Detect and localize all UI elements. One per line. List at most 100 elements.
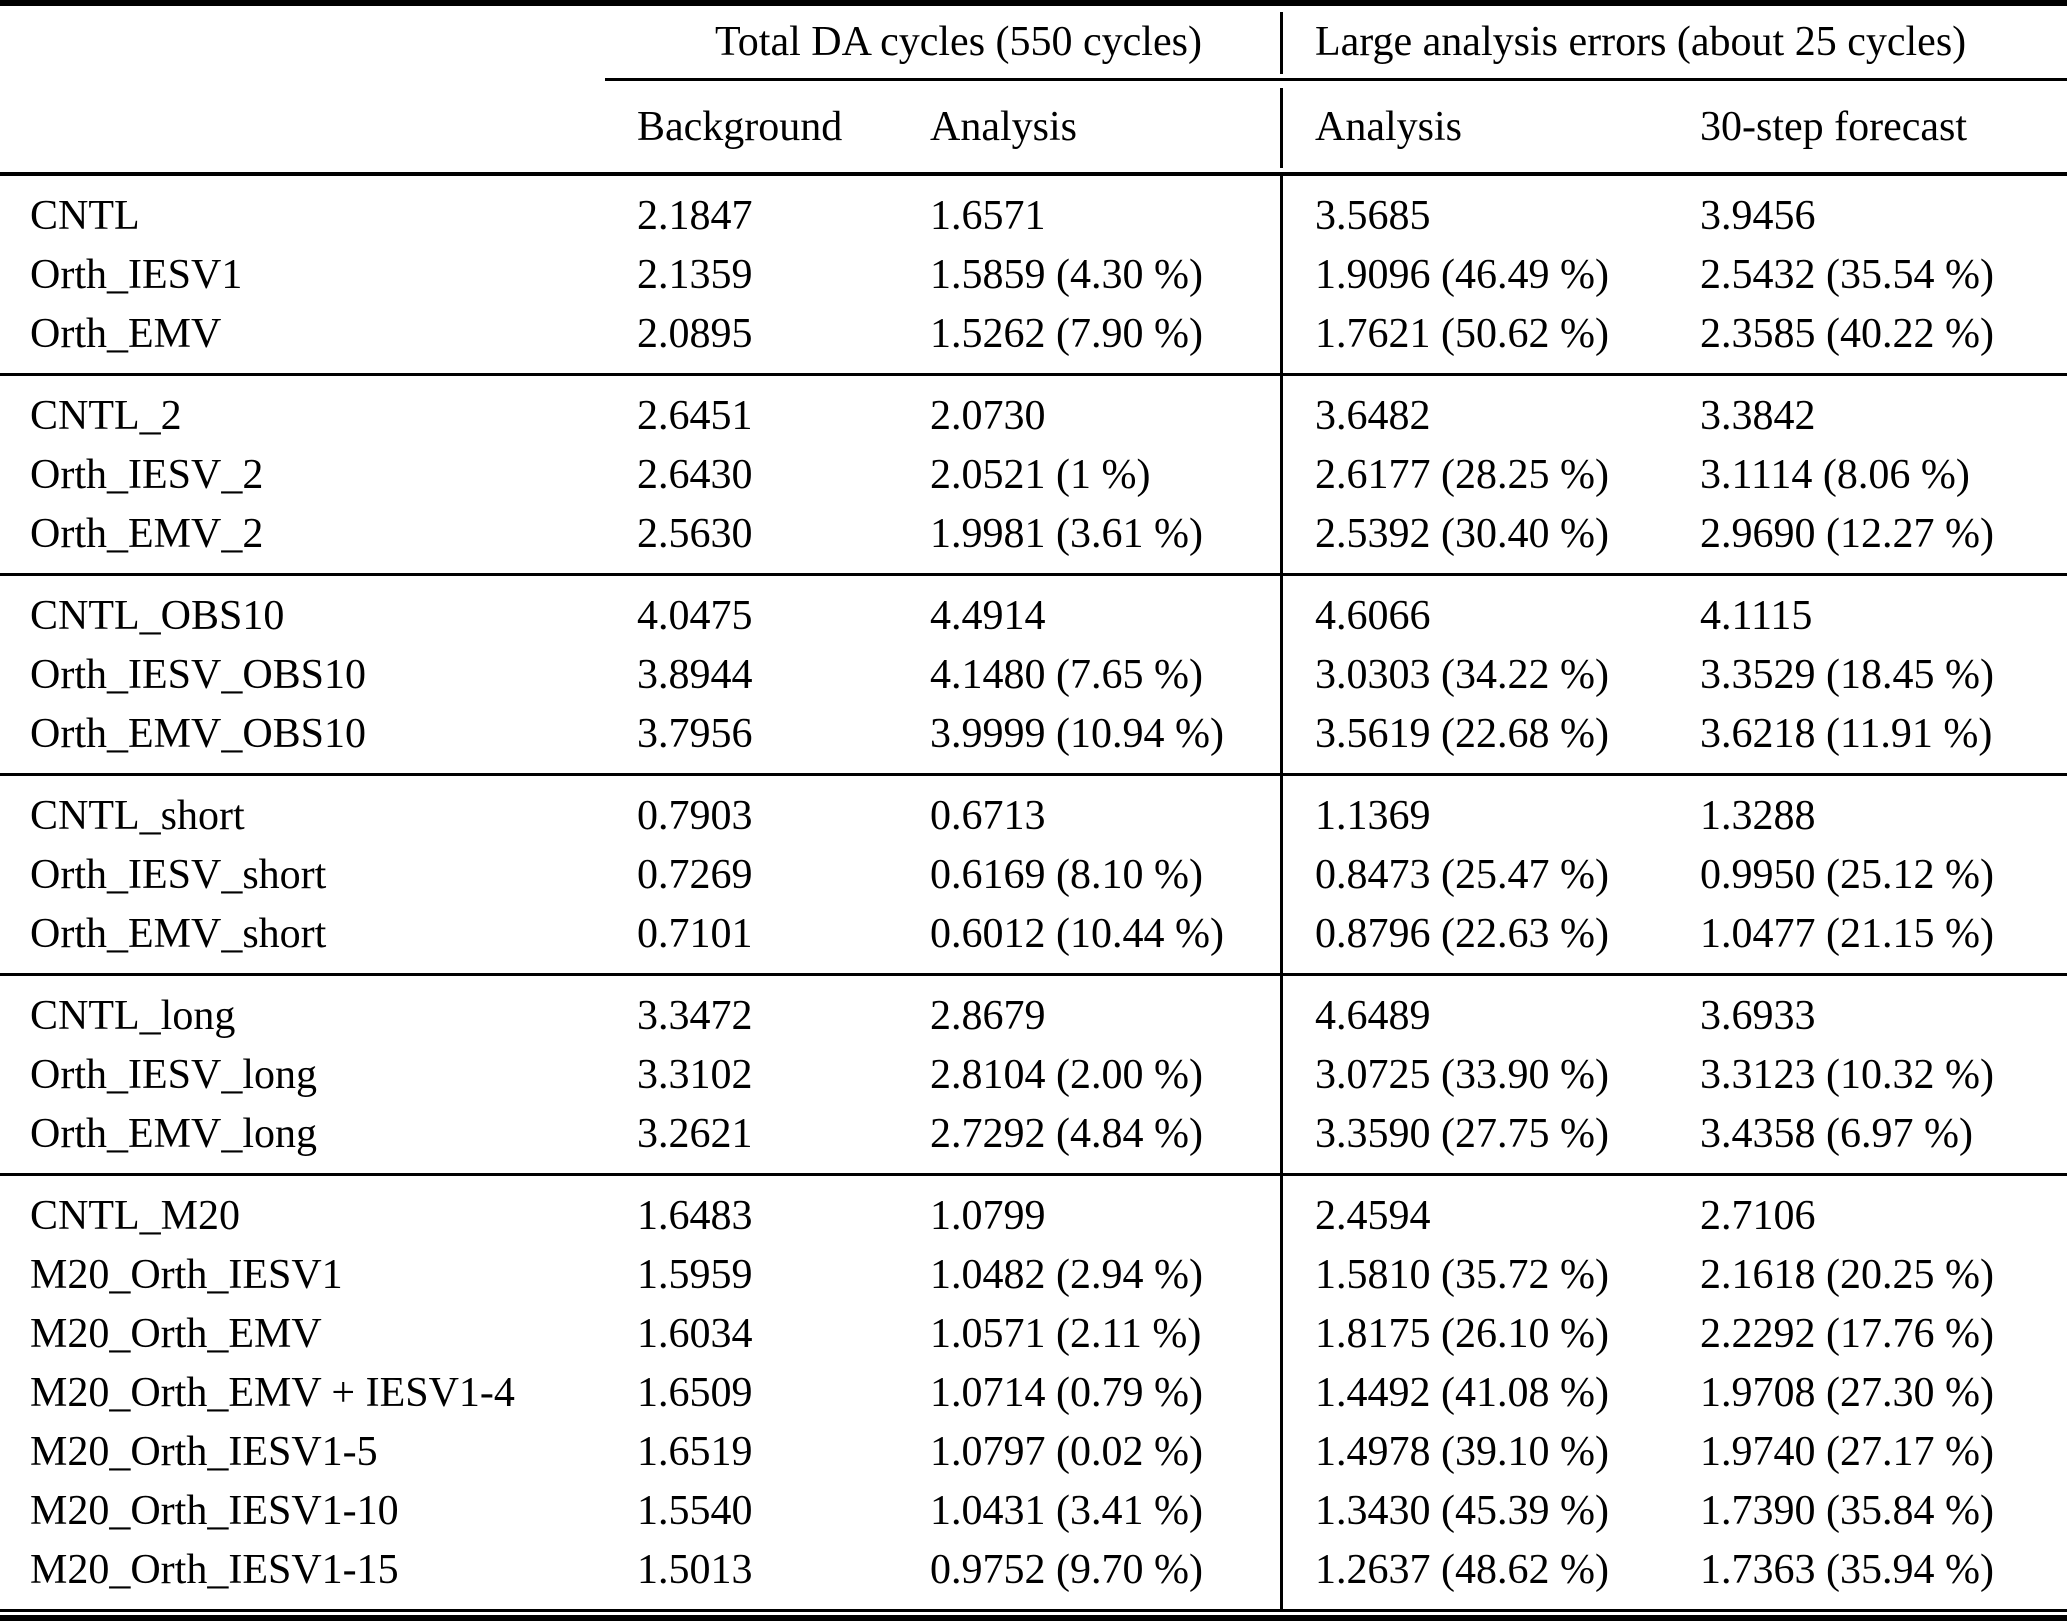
background-value: 0.7269 <box>637 851 753 898</box>
forecast-value: 0.9950 (25.12 %) <box>1700 851 1994 898</box>
forecast-value: 1.9740 (27.17 %) <box>1700 1428 1994 1475</box>
background-value: 2.6451 <box>637 392 753 439</box>
background-value: 0.7101 <box>637 910 753 957</box>
forecast-value: 3.6218 (11.91 %) <box>1700 710 1993 757</box>
forecast-value: 2.3585 (40.22 %) <box>1700 310 1994 357</box>
experiment-name: Orth_EMV_short <box>30 910 327 957</box>
analysis-value: 4.1480 (7.65 %) <box>930 651 1203 698</box>
analysis-value: 1.6571 <box>930 192 1046 239</box>
table-row: CNTL 2.1847 1.6571 3.5685 3.9456 <box>0 186 2067 245</box>
background-value: 2.6430 <box>637 451 753 498</box>
column-header-30-step-forecast: 30-step forecast <box>1700 103 1968 150</box>
column-header-row: Background Analysis Analysis 30-step for… <box>0 81 2067 176</box>
experiment-name: M20_Orth_EMV + IESV1-4 <box>30 1369 515 1416</box>
table-row: M20_Orth_IESV1-15 1.5013 0.9752 (9.70 %)… <box>0 1540 2067 1599</box>
background-value: 2.1359 <box>637 251 753 298</box>
table-row: CNTL_M20 1.6483 1.0799 2.4594 2.7106 <box>0 1186 2067 1245</box>
analysis-value: 1.5859 (4.30 %) <box>930 251 1203 298</box>
table-row: CNTL_OBS10 4.0475 4.4914 4.6066 4.1115 <box>0 586 2067 645</box>
forecast-value: 2.2292 (17.76 %) <box>1700 1310 1994 1357</box>
large-analysis-value: 1.7621 (50.62 %) <box>1315 310 1609 357</box>
large-analysis-value: 3.5685 <box>1315 192 1431 239</box>
experiment-name: CNTL <box>30 192 140 239</box>
large-analysis-value: 0.8473 (25.47 %) <box>1315 851 1609 898</box>
experiment-group-short: CNTL_short 0.7903 0.6713 1.1369 1.3288 O… <box>0 773 2067 973</box>
analysis-value: 1.0714 (0.79 %) <box>930 1369 1203 1416</box>
large-analysis-value: 1.5810 (35.72 %) <box>1315 1251 1609 1298</box>
experiment-name: M20_Orth_IESV1-15 <box>30 1546 399 1593</box>
forecast-value: 1.3288 <box>1700 792 1816 839</box>
background-value: 2.1847 <box>637 192 753 239</box>
large-analysis-value: 1.4978 (39.10 %) <box>1315 1428 1609 1475</box>
background-value: 3.2621 <box>637 1110 753 1157</box>
forecast-value: 1.7363 (35.94 %) <box>1700 1546 1994 1593</box>
experiment-name: CNTL_2 <box>30 392 182 439</box>
background-value: 1.5013 <box>637 1546 753 1593</box>
large-analysis-value: 2.4594 <box>1315 1192 1431 1239</box>
background-value: 0.7903 <box>637 792 753 839</box>
forecast-value: 2.9690 (12.27 %) <box>1700 510 1994 557</box>
forecast-value: 2.7106 <box>1700 1192 1816 1239</box>
group-header-underline-rule <box>605 78 2067 81</box>
forecast-value: 3.3123 (10.32 %) <box>1700 1051 1994 1098</box>
large-analysis-value: 1.8175 (26.10 %) <box>1315 1310 1609 1357</box>
large-analysis-value: 4.6066 <box>1315 592 1431 639</box>
table-row: Orth_IESV_long 3.3102 2.8104 (2.00 %) 3.… <box>0 1045 2067 1104</box>
experiment-name: Orth_IESV_OBS10 <box>30 651 367 698</box>
top-rule <box>0 0 2067 6</box>
experiment-name: CNTL_short <box>30 792 245 839</box>
large-analysis-value: 2.5392 (30.40 %) <box>1315 510 1609 557</box>
table-row: Orth_IESV_2 2.6430 2.0521 (1 %) 2.6177 (… <box>0 445 2067 504</box>
analysis-value: 2.8104 (2.00 %) <box>930 1051 1203 1098</box>
background-value: 3.8944 <box>637 651 753 698</box>
bottom-rule-gap <box>0 1612 2067 1615</box>
background-value: 2.5630 <box>637 510 753 557</box>
experiment-name: M20_Orth_IESV1-10 <box>30 1487 399 1534</box>
background-value: 1.6509 <box>637 1369 753 1416</box>
table-row: M20_Orth_EMV 1.6034 1.0571 (2.11 %) 1.81… <box>0 1304 2067 1363</box>
column-group-header-row: Total DA cycles (550 cycles) Large analy… <box>0 6 2067 78</box>
background-value: 3.3102 <box>637 1051 753 1098</box>
experiment-name: Orth_IESV_short <box>30 851 327 898</box>
analysis-value: 1.0799 <box>930 1192 1046 1239</box>
analysis-value: 2.7292 (4.84 %) <box>930 1110 1203 1157</box>
large-analysis-value: 2.6177 (28.25 %) <box>1315 451 1609 498</box>
experiment-name: Orth_IESV_long <box>30 1051 317 1098</box>
column-header-analysis-large: Analysis <box>1315 103 1462 150</box>
large-analysis-value: 1.2637 (48.62 %) <box>1315 1546 1609 1593</box>
forecast-value: 1.7390 (35.84 %) <box>1700 1487 1994 1534</box>
forecast-value: 2.1618 (20.25 %) <box>1700 1251 1994 1298</box>
table-row: Orth_EMV 2.0895 1.5262 (7.90 %) 1.7621 (… <box>0 304 2067 363</box>
experiment-group-m20: CNTL_M20 1.6483 1.0799 2.4594 2.7106 M20… <box>0 1173 2067 1609</box>
table-row: M20_Orth_EMV + IESV1-4 1.6509 1.0714 (0.… <box>0 1363 2067 1422</box>
analysis-value: 0.6169 (8.10 %) <box>930 851 1203 898</box>
analysis-value: 3.9999 (10.94 %) <box>930 710 1224 757</box>
experiment-name: Orth_IESV_2 <box>30 451 264 498</box>
analysis-value: 1.0431 (3.41 %) <box>930 1487 1203 1534</box>
large-analysis-value: 1.3430 (45.39 %) <box>1315 1487 1609 1534</box>
table-row: M20_Orth_IESV1 1.5959 1.0482 (2.94 %) 1.… <box>0 1245 2067 1304</box>
table-row: M20_Orth_IESV1-10 1.5540 1.0431 (3.41 %)… <box>0 1481 2067 1540</box>
table-row: Orth_EMV_long 3.2621 2.7292 (4.84 %) 3.3… <box>0 1104 2067 1163</box>
column-separator-line <box>1280 176 1283 1609</box>
column-separator-line <box>1280 12 1283 74</box>
forecast-value: 3.4358 (6.97 %) <box>1700 1110 1973 1157</box>
large-analysis-value: 1.9096 (46.49 %) <box>1315 251 1609 298</box>
table-row: M20_Orth_IESV1-5 1.6519 1.0797 (0.02 %) … <box>0 1422 2067 1481</box>
large-analysis-value: 1.1369 <box>1315 792 1431 839</box>
forecast-value: 3.3842 <box>1700 392 1816 439</box>
background-value: 1.5540 <box>637 1487 753 1534</box>
experiment-group-base: CNTL 2.1847 1.6571 3.5685 3.9456 Orth_IE… <box>0 176 2067 373</box>
experiment-name: CNTL_long <box>30 992 236 1039</box>
forecast-value: 3.3529 (18.45 %) <box>1700 651 1994 698</box>
experiment-name: CNTL_M20 <box>30 1192 240 1239</box>
background-value: 1.6034 <box>637 1310 753 1357</box>
forecast-value: 1.9708 (27.30 %) <box>1700 1369 1994 1416</box>
analysis-value: 1.5262 (7.90 %) <box>930 310 1203 357</box>
forecast-value: 3.9456 <box>1700 192 1816 239</box>
large-analysis-value: 4.6489 <box>1315 992 1431 1039</box>
background-value: 3.7956 <box>637 710 753 757</box>
background-value: 1.6519 <box>637 1428 753 1475</box>
analysis-value: 0.6012 (10.44 %) <box>930 910 1224 957</box>
large-analysis-value: 0.8796 (22.63 %) <box>1315 910 1609 957</box>
